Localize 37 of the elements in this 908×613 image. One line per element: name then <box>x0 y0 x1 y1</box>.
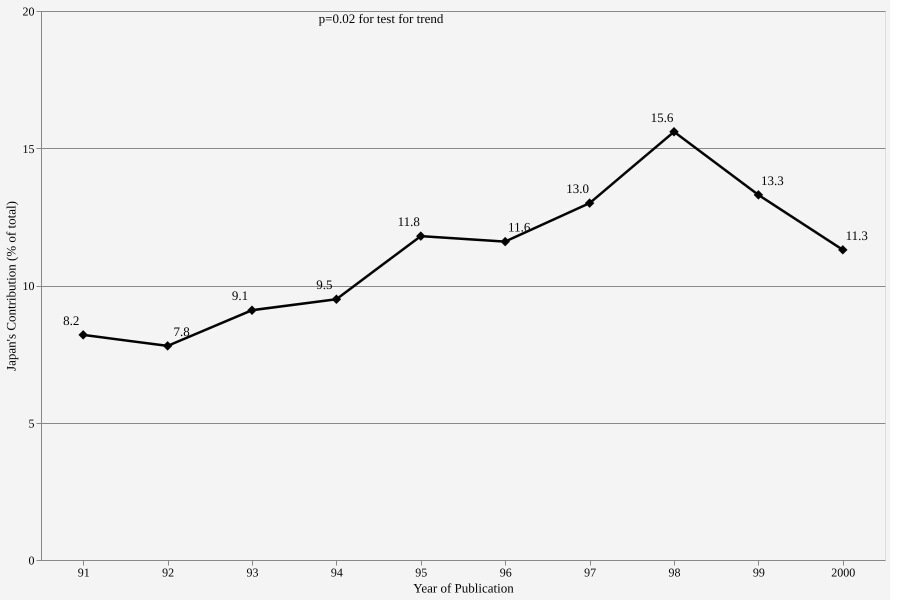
data-label: 11.3 <box>846 228 868 243</box>
x-tick-label: 91 <box>78 566 90 580</box>
x-tick-label: 97 <box>584 566 596 580</box>
data-label: 13.0 <box>566 181 589 196</box>
x-tick-label: 98 <box>668 566 680 580</box>
data-label: 8.2 <box>63 312 80 328</box>
data-label: 15.6 <box>650 110 674 125</box>
data-label: 9.5 <box>316 277 333 292</box>
point <box>584 198 594 208</box>
y-tick-label: 15 <box>22 142 34 156</box>
point <box>669 127 679 137</box>
x-tick-label: 99 <box>752 566 765 580</box>
x-tick-label: 92 <box>162 566 174 580</box>
point <box>162 341 172 351</box>
point <box>416 231 426 241</box>
y-tick-label: 0 <box>28 554 34 568</box>
point <box>500 236 510 246</box>
point <box>838 245 848 255</box>
y-tick-label: 5 <box>28 416 34 430</box>
x-tick-label: 96 <box>500 566 512 580</box>
x-tick-label: 94 <box>330 566 343 580</box>
y-tick-label: 20 <box>22 4 34 18</box>
data-label: 11.8 <box>398 214 420 230</box>
data-label: 9.1 <box>232 288 248 304</box>
x-tick-label: 2000 <box>831 566 856 580</box>
y-tick-label: 10 <box>22 279 34 293</box>
x-tick-label: 93 <box>246 566 258 580</box>
x-axis-title: Year of Publication <box>413 580 514 596</box>
y-axis-title: Japan's Contribution (% of total) <box>4 201 18 371</box>
x-tick-label: 95 <box>415 566 428 580</box>
annotation: p=0.02 for test for trend <box>318 11 444 26</box>
point <box>332 294 342 304</box>
point <box>754 190 764 200</box>
data-label: 13.3 <box>761 172 784 188</box>
data-label: 7.8 <box>173 324 190 339</box>
point <box>247 305 257 315</box>
point <box>78 330 88 340</box>
